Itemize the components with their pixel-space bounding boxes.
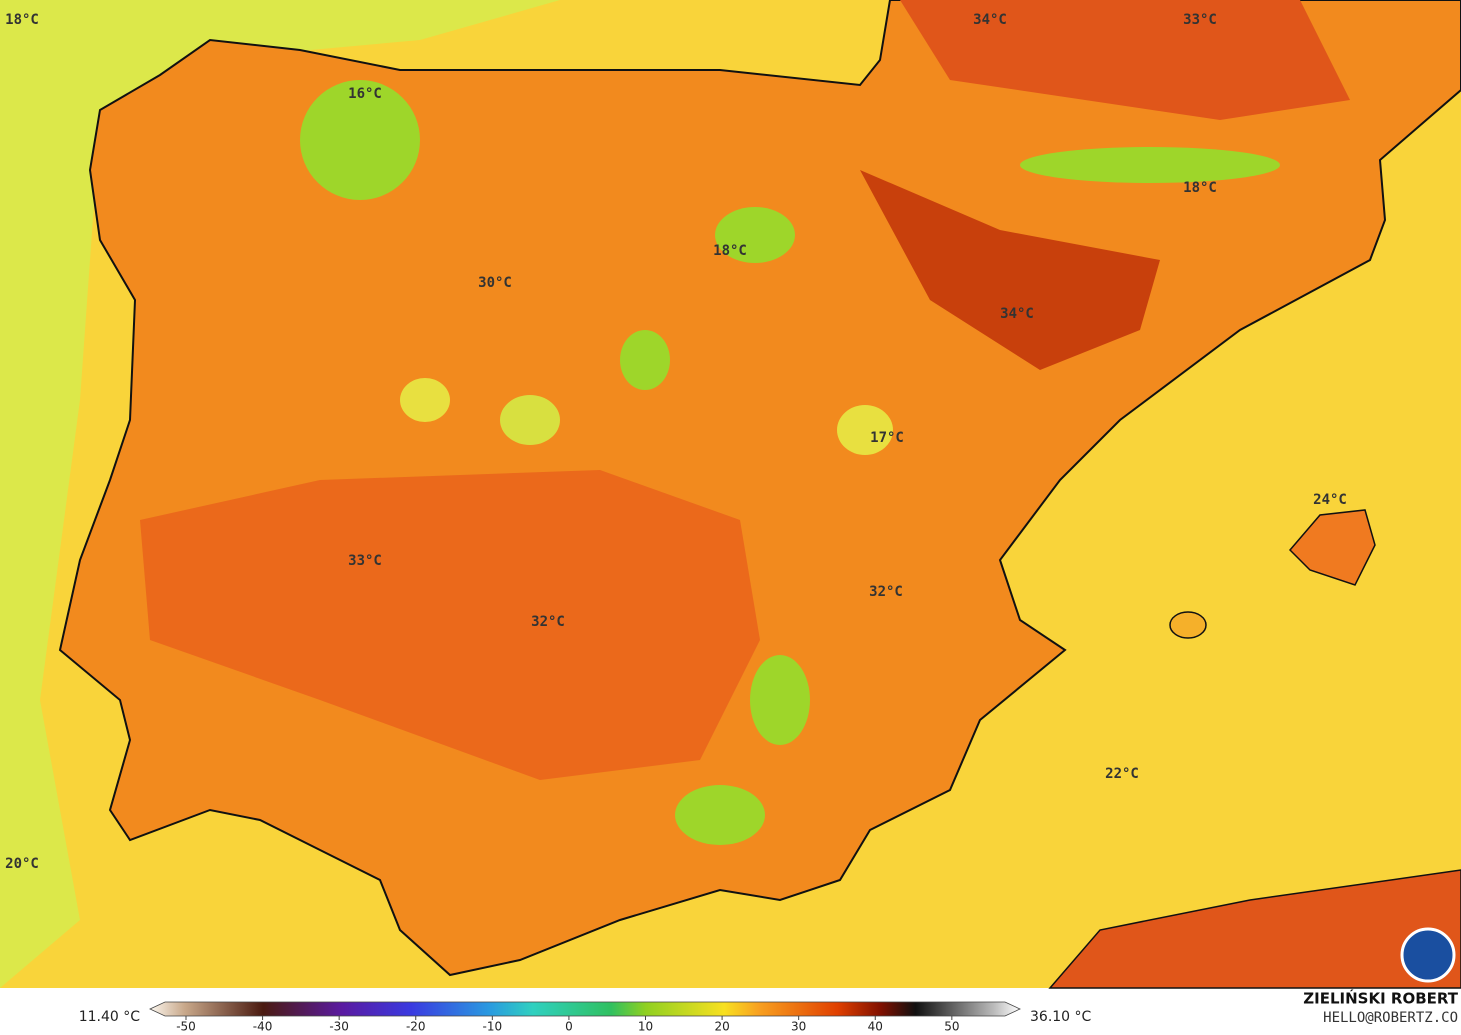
cool-zones (300, 80, 1280, 845)
temp-label: 34°C (1000, 306, 1034, 322)
tick-label: -10 (483, 1020, 503, 1034)
temp-label: 20°C (5, 856, 39, 872)
island (1288, 509, 1376, 586)
temp-label: 33°C (1183, 12, 1217, 28)
temp-label: 33°C (348, 553, 382, 569)
hot-zone (140, 470, 760, 780)
temp-label: 18°C (1183, 180, 1217, 196)
tick-label: 20 (714, 1020, 729, 1034)
temp-label: 16°C (348, 86, 382, 102)
temp-label: 22°C (1105, 766, 1139, 782)
cool-zone (500, 395, 560, 445)
max-label: 36.10 °C (1030, 1009, 1092, 1025)
temp-label: 18°C (713, 243, 747, 259)
credit-name: ZIELIŃSKI ROBERT (1303, 989, 1458, 1008)
noaa-logo (1400, 927, 1456, 983)
temp-label: 34°C (973, 12, 1007, 28)
colorbar-scale (149, 1001, 1021, 1017)
cool-zone (715, 207, 795, 263)
north-africa (1048, 869, 1461, 989)
temp-label: 18°C (5, 12, 39, 28)
cool-zone (300, 80, 420, 200)
map (0, 0, 1461, 989)
hot-zone (900, 0, 1350, 120)
atlantic (0, 0, 560, 988)
cool-zone (1020, 147, 1280, 183)
cool-zone (750, 655, 810, 745)
tick-label: 40 (868, 1020, 883, 1034)
tick-label: -20 (406, 1020, 426, 1034)
cool-zone (675, 785, 765, 845)
cool-zone (400, 378, 450, 422)
tick-label: -30 (329, 1020, 349, 1034)
hot-zone (860, 170, 1160, 370)
temp-label: 32°C (531, 614, 565, 630)
cool-zone (620, 330, 670, 390)
cool-zone (837, 405, 893, 455)
credit-email: HELLO@ROBERTZ.CO (1323, 1010, 1458, 1026)
island (1169, 611, 1207, 639)
tick-label: 0 (565, 1020, 573, 1034)
temp-label: 24°C (1313, 492, 1347, 508)
tick-label: -50 (176, 1020, 196, 1034)
tick-label: 50 (944, 1020, 959, 1034)
tick-label: -40 (253, 1020, 273, 1034)
temp-label: 32°C (869, 584, 903, 600)
min-label: 11.40 °C (79, 1009, 141, 1025)
temp-label: 17°C (870, 430, 904, 446)
temp-label: 30°C (478, 275, 512, 291)
tick-label: 30 (791, 1020, 806, 1034)
colorbar: 11.40 °C 36.10 °C -50 -40 -30 -20 -10 0 10 20 30… (79, 1001, 1092, 1034)
temperature-labels: 18°C 16°C 34°C 33°C 18°C 18°C 30°C 34°C … (5, 12, 1347, 872)
tick-label: 10 (638, 1020, 653, 1034)
